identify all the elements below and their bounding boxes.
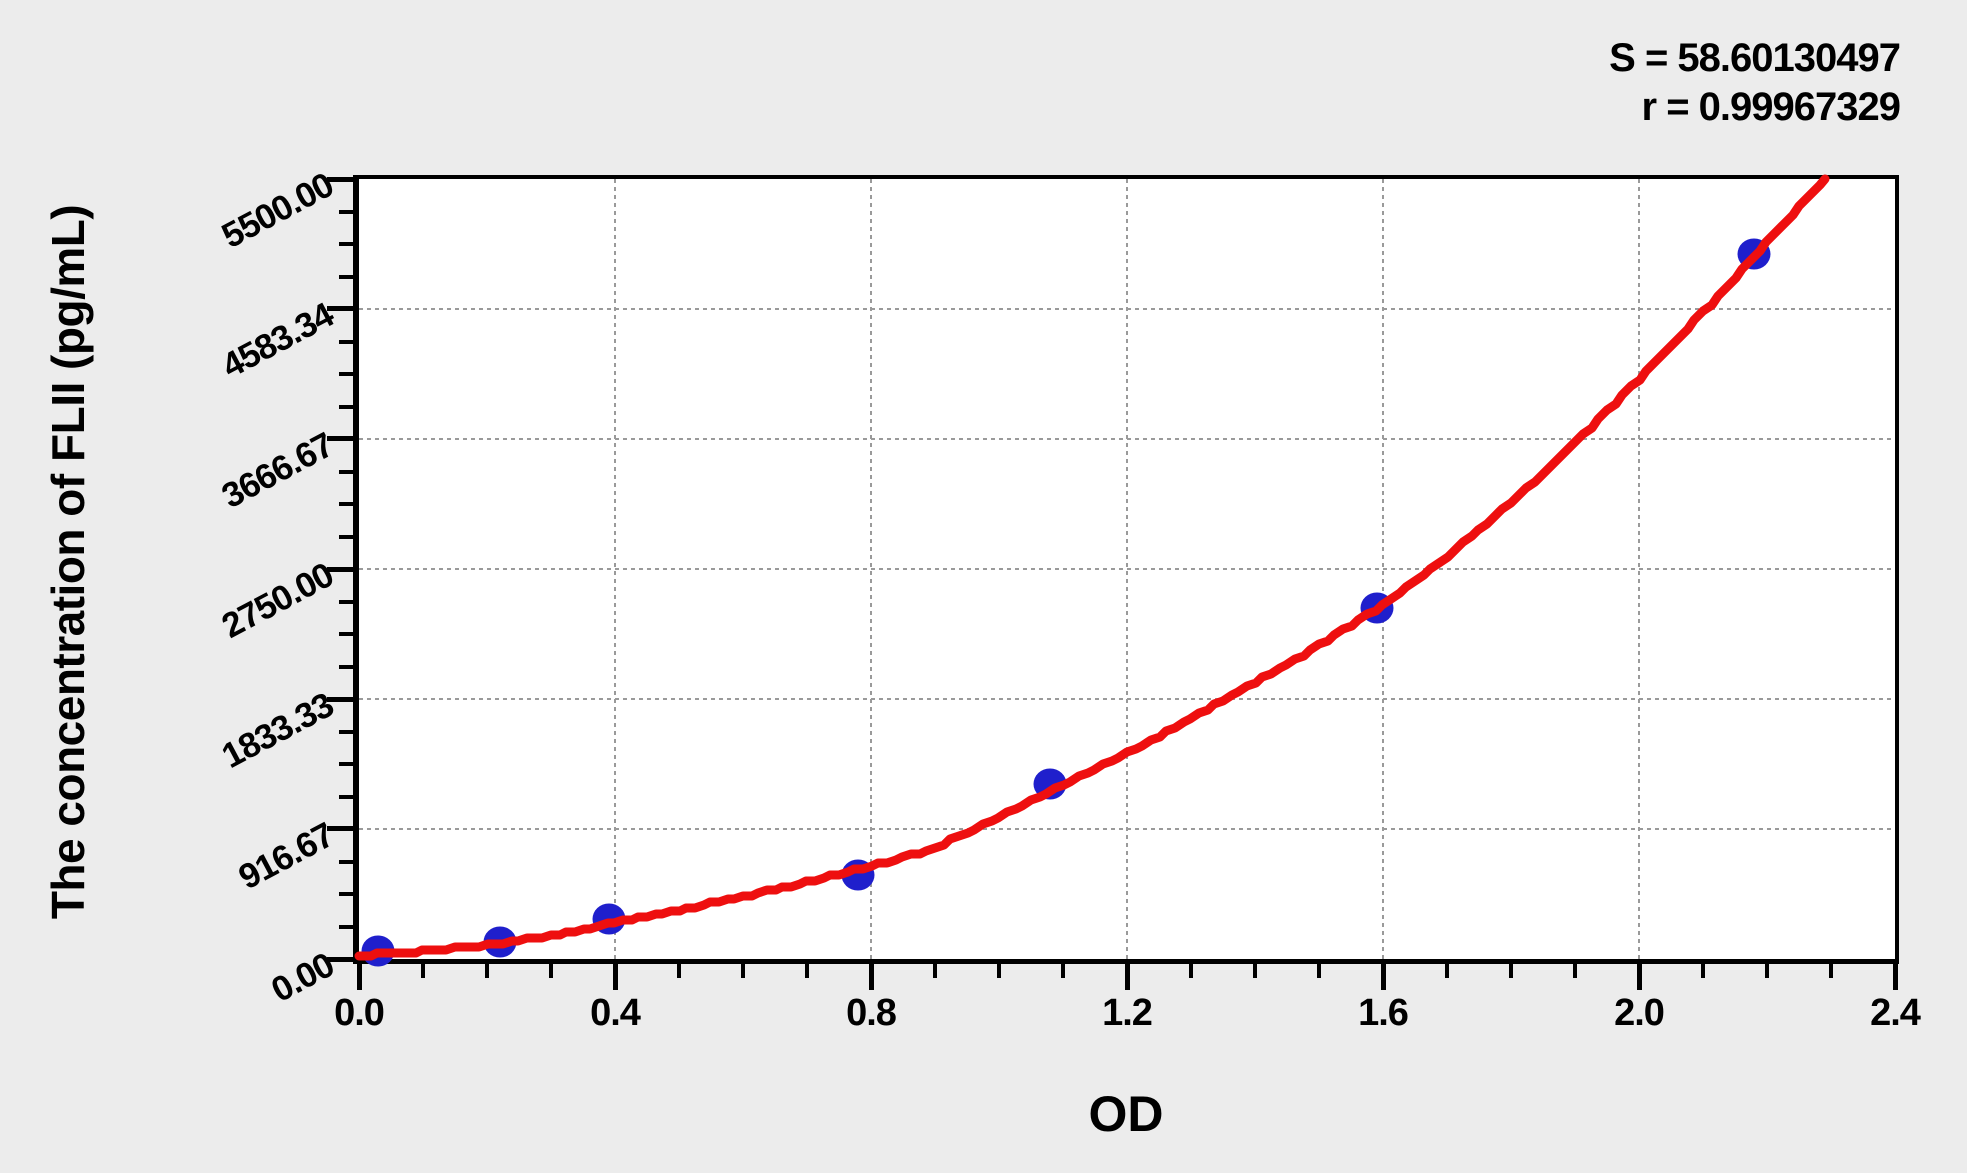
y-minor-tick: [339, 534, 353, 539]
x-tick-label: 2.0: [1614, 992, 1665, 1034]
y-major-tick: [327, 826, 353, 832]
y-minor-tick: [339, 242, 353, 246]
y-minor-tick: [339, 209, 353, 214]
x-tick-label: 0.0: [334, 992, 385, 1034]
y-minor-tick: [339, 502, 353, 506]
fit-curve-path: [354, 174, 1830, 961]
x-minor-tick: [421, 964, 425, 978]
y-minor-tick: [339, 859, 353, 864]
x-major-tick: [356, 964, 362, 990]
x-major-tick: [612, 964, 618, 990]
x-minor-tick: [741, 964, 745, 978]
y-major-tick: [327, 696, 353, 702]
y-major-tick: [327, 956, 353, 962]
x-axis-title: OD: [1088, 1086, 1164, 1142]
x-tick-label: 2.4: [1870, 992, 1921, 1034]
x-minor-tick: [1445, 964, 1449, 978]
y-minor-tick: [339, 632, 353, 636]
y-tick-label: 5500.00: [216, 165, 340, 256]
x-minor-tick: [1573, 964, 1577, 978]
x-tick-label: 1.2: [1102, 992, 1153, 1034]
x-minor-tick: [805, 964, 809, 978]
major-gridline-horizontal: [359, 698, 1895, 700]
x-minor-tick: [1765, 964, 1769, 978]
x-tick-label: 1.6: [1358, 992, 1409, 1034]
y-minor-tick: [339, 599, 353, 604]
x-minor-tick: [1061, 964, 1065, 978]
plot-area: [353, 174, 1899, 967]
x-minor-tick: [1829, 964, 1833, 978]
x-major-tick: [1636, 964, 1642, 990]
y-minor-tick: [339, 339, 353, 344]
x-tick-label: 0.4: [590, 992, 641, 1034]
major-gridline-horizontal: [359, 827, 1895, 830]
x-minor-tick: [677, 964, 681, 978]
y-minor-tick: [339, 729, 353, 734]
stat-slope: S = 58.60130497: [1609, 36, 1901, 80]
y-minor-tick: [339, 794, 353, 799]
major-gridline-horizontal: [359, 307, 1895, 310]
x-major-tick: [868, 964, 874, 990]
fit-statistics: S = 58.60130497 r = 0.99967329: [1609, 34, 1901, 132]
major-gridline-horizontal: [359, 437, 1895, 440]
y-major-tick: [327, 306, 353, 312]
x-minor-tick: [549, 964, 553, 978]
x-minor-tick: [933, 964, 937, 978]
x-minor-tick: [1189, 964, 1193, 978]
y-minor-tick: [339, 404, 353, 409]
x-minor-tick: [1317, 964, 1321, 978]
x-minor-tick: [1509, 964, 1513, 978]
major-gridline-horizontal: [359, 568, 1895, 570]
x-minor-tick: [1253, 964, 1257, 978]
y-tick-label: 1833.33: [216, 685, 340, 776]
y-minor-tick: [339, 892, 353, 896]
y-tick-label: 3666.67: [216, 425, 340, 516]
y-minor-tick: [339, 762, 353, 766]
x-minor-tick: [997, 964, 1001, 978]
x-minor-tick: [485, 964, 489, 978]
y-tick-label: 4583.34: [216, 295, 340, 386]
x-major-tick: [1892, 964, 1898, 990]
x-minor-tick: [1701, 964, 1705, 978]
y-tick-label: 916.67: [232, 815, 340, 898]
x-major-tick: [1380, 964, 1386, 990]
y-major-tick: [327, 176, 353, 182]
y-minor-tick: [339, 664, 353, 669]
y-major-tick: [327, 436, 353, 442]
y-major-tick: [327, 566, 353, 572]
y-minor-tick: [339, 924, 353, 929]
y-minor-tick: [339, 469, 353, 474]
y-tick-label: 2750.00: [216, 555, 340, 646]
y-minor-tick: [339, 372, 353, 376]
x-tick-label: 0.8: [846, 992, 897, 1034]
fit-curve: [354, 174, 1830, 961]
x-major-tick: [1124, 964, 1130, 990]
y-axis-title: The concentration of FLII (pg/mL): [42, 204, 94, 920]
stat-correlation: r = 0.99967329: [1641, 85, 1901, 129]
y-minor-tick: [339, 274, 353, 279]
